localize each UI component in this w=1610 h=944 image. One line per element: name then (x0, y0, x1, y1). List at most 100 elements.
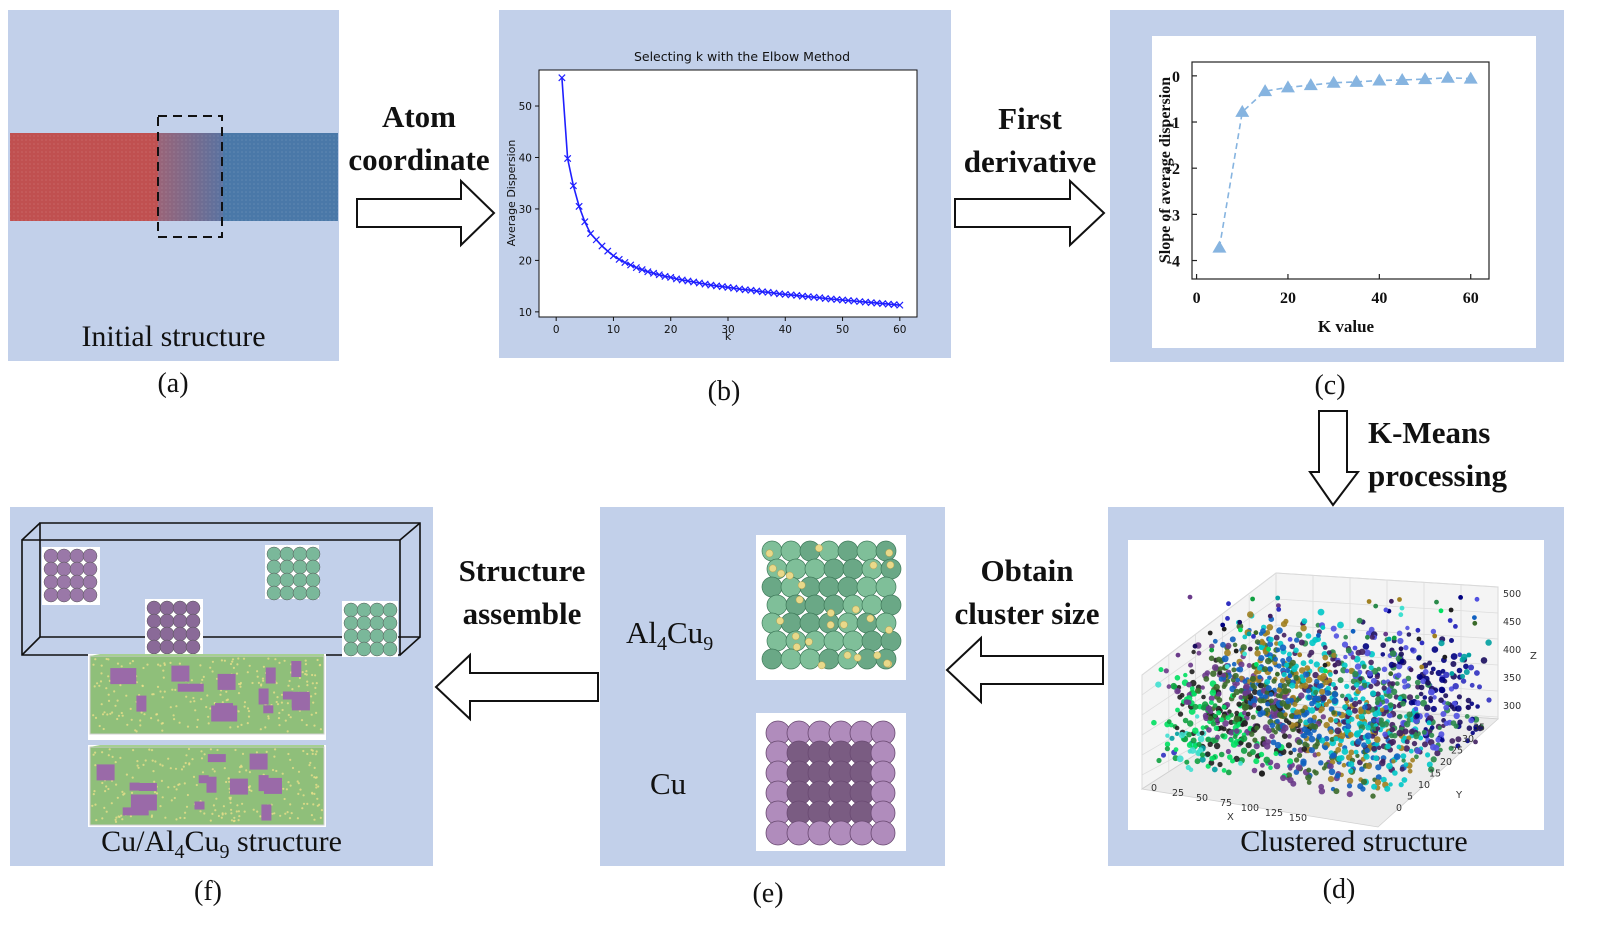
cluster-point (1380, 758, 1386, 764)
cluster-point (1293, 647, 1299, 654)
cluster-point (1296, 739, 1303, 746)
elbow-point (867, 298, 875, 307)
cluster-point (1191, 649, 1196, 655)
cu-atom (823, 630, 845, 652)
cluster-point (1276, 603, 1281, 608)
cluster-point (1298, 667, 1306, 674)
arrow-b-c-label: First derivative (963, 101, 1097, 179)
elbow-point (775, 290, 784, 298)
cluster-3d-plot: 0 25 50 75 100 125 150051015202530353003504004… (1140, 572, 1537, 828)
cluster-point (1342, 704, 1348, 710)
cluster-point (1402, 728, 1409, 735)
cluster-point (1219, 717, 1225, 723)
cluster-ytick-label: 0 (1396, 803, 1402, 814)
cluster-point (1305, 743, 1310, 748)
cluster-point (1374, 779, 1382, 786)
cluster-point (1375, 726, 1381, 731)
elbow-point (627, 261, 635, 269)
cluster-xtick-label: 25 (1172, 788, 1184, 799)
cluster-point (1416, 655, 1422, 661)
cu-atom (861, 594, 883, 616)
cluster-point (1266, 624, 1274, 631)
cluster-point (1422, 695, 1428, 700)
elbow-point (758, 288, 766, 296)
cluster-point (1358, 685, 1364, 691)
cluster-point (1319, 737, 1326, 744)
al-atom (866, 614, 875, 623)
cluster-point (1300, 625, 1307, 632)
cluster-point (1262, 724, 1270, 731)
cluster-point (1385, 743, 1391, 750)
cluster-point (1186, 681, 1192, 688)
cluster-point (1265, 685, 1272, 692)
cluster-point (1225, 642, 1232, 649)
cluster-point (1298, 692, 1305, 699)
cluster-point (1188, 708, 1196, 715)
cluster-point (1338, 755, 1345, 761)
elbow-point (649, 269, 658, 277)
cluster-point (1212, 713, 1218, 719)
cluster-point (1205, 705, 1212, 712)
cluster-point (1388, 782, 1393, 787)
cluster-point (1301, 618, 1308, 625)
cu-atom (861, 630, 883, 652)
cluster-point (1313, 661, 1320, 668)
cluster-point (1465, 704, 1471, 710)
cluster-point (1447, 618, 1453, 623)
cluster-point (1312, 671, 1319, 679)
cluster-point (1468, 664, 1475, 671)
cluster-point (1274, 741, 1282, 749)
cluster-point (1350, 628, 1356, 634)
cu-atom (765, 820, 791, 846)
cluster-point (1346, 777, 1354, 784)
cluster-point (1440, 668, 1446, 674)
panel-b: Selecting k with the Elbow Method 0 10 20 3… (499, 10, 951, 358)
cluster-point (1194, 758, 1201, 765)
assembled-structure-view-2 (89, 745, 325, 826)
cluster-point (1158, 667, 1164, 673)
cluster-point (1438, 697, 1444, 703)
cluster-point (1233, 755, 1240, 762)
cluster-point (1357, 759, 1363, 766)
cluster-xlabel: X (1227, 812, 1234, 823)
cluster-point (1388, 671, 1394, 677)
elbow-point (667, 273, 675, 282)
cluster-point (1200, 705, 1207, 711)
cluster-point (1341, 662, 1348, 669)
cluster-point (1457, 719, 1463, 725)
cluster-point (1407, 768, 1413, 774)
cluster-point (1276, 607, 1282, 612)
panel-d-tag: (d) (1322, 874, 1356, 905)
elbow-point (592, 236, 600, 244)
cluster-point (1306, 767, 1312, 773)
cluster-point (1276, 627, 1283, 634)
al-atom (886, 561, 895, 569)
cluster-point (1421, 729, 1427, 735)
cluster-point (1368, 683, 1374, 689)
cluster-point (1453, 712, 1460, 720)
cu-precipitate (258, 775, 269, 792)
cluster-point (1283, 712, 1288, 717)
cluster-point (1218, 666, 1223, 672)
cluster-point (1442, 654, 1448, 660)
cluster-point (1183, 672, 1188, 678)
elbow-point (678, 276, 686, 284)
cluster-point (1243, 703, 1250, 710)
cu-atom (818, 540, 840, 562)
cluster-point (1418, 691, 1424, 697)
cluster-point (1403, 645, 1409, 651)
cluster-point (1273, 656, 1278, 662)
cluster-point (1212, 703, 1218, 708)
cluster-point (1284, 662, 1290, 668)
cluster-xtick-label: 150 (1289, 813, 1307, 824)
cluster-point (1406, 735, 1412, 741)
cluster-point (1475, 704, 1480, 709)
cluster-point (1301, 682, 1309, 689)
cluster-point (1432, 695, 1437, 700)
elbow-point (575, 202, 583, 210)
cluster-point (1237, 619, 1243, 625)
cluster-point (1216, 697, 1223, 703)
cluster-point (1426, 761, 1433, 768)
cluster-point (1315, 695, 1321, 702)
panel-a-caption: Initial structure (81, 320, 266, 353)
